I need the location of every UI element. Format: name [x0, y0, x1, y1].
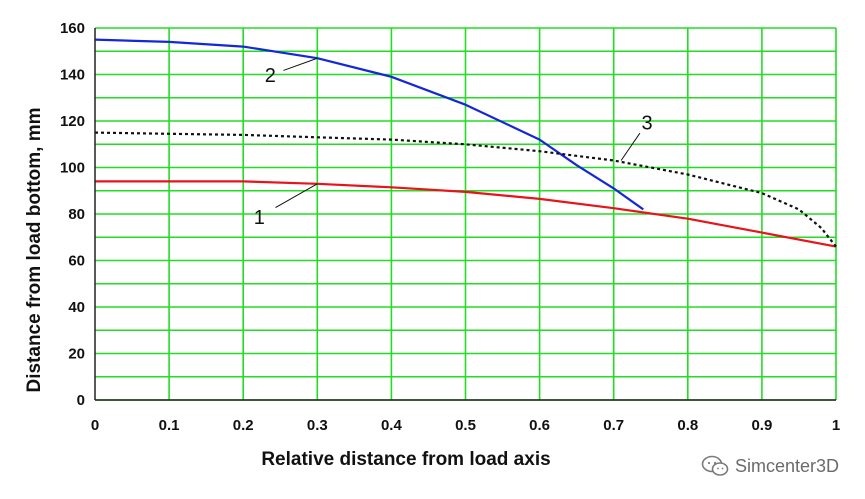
callout-leader-1: [275, 183, 318, 208]
watermark: Simcenter3D: [701, 455, 839, 477]
y-tick-label: 100: [60, 160, 85, 177]
x-tick-label: 0: [91, 417, 99, 434]
y-axis-title: Distance from load bottom, mm: [24, 107, 45, 392]
watermark-text: Simcenter3D: [734, 455, 839, 476]
x-tick-label: 0.1: [159, 417, 180, 434]
x-tick-label: 0.9: [751, 417, 772, 434]
series-line-3: [94, 131, 837, 248]
y-tick-label: 60: [68, 253, 85, 270]
x-tick-labels: 0 0.1 0.2 0.3 0.4 0.5 0.6 0.7 0.8 0.9 1: [91, 417, 840, 434]
y-tick-labels: 0 20 40 60 80 100 120 140 160: [60, 20, 85, 409]
series-layer: [94, 38, 837, 248]
x-tick-label: 0.7: [603, 417, 624, 434]
y-tick-label: 160: [60, 20, 85, 37]
y-tick-label: 80: [68, 206, 85, 223]
callouts: 1 2 3: [254, 57, 653, 229]
wechat-icon: [701, 455, 729, 476]
y-tick-label: 40: [68, 299, 85, 316]
series-line-1: [95, 180, 837, 248]
x-tick-label: 0.4: [381, 417, 403, 434]
x-tick-label: 0.2: [233, 417, 254, 434]
x-tick-label: 0.3: [307, 417, 328, 434]
y-tick-label: 120: [60, 113, 85, 130]
grid: [95, 27, 837, 401]
callout-label-3: 3: [642, 113, 653, 135]
callout-label-2: 2: [265, 65, 276, 87]
x-tick-label: 0.5: [455, 417, 476, 434]
x-tick-label: 0.8: [677, 417, 698, 434]
callout-label-1: 1: [254, 207, 265, 229]
y-tick-label: 20: [68, 346, 85, 363]
x-tick-label: 0.6: [529, 417, 550, 434]
y-tick-label: 140: [60, 67, 85, 84]
callout-leader-3: [620, 132, 641, 161]
series-line-2: [94, 38, 644, 211]
callout-leader-2: [283, 57, 318, 71]
x-axis-title: Relative distance from load axis: [261, 449, 550, 470]
axes: [94, 28, 836, 401]
x-tick-label: 1: [832, 417, 840, 434]
y-tick-label: 0: [77, 392, 85, 409]
